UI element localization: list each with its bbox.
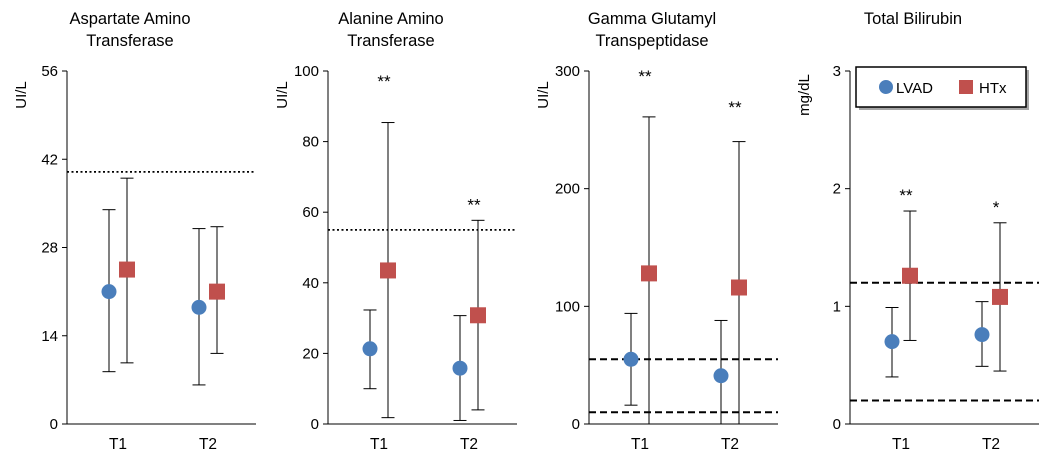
chart-panel-1: Aspartate Amino Transferase UI/L 0 14 28 42 56 T… (0, 0, 261, 456)
lvad-point (884, 334, 900, 350)
htx-point (992, 288, 1008, 305)
chart-panel-3: Gamma Glutamyl Transpeptidase UI/L 0 100 200 3… (522, 0, 783, 456)
y-tick-label: 300 (555, 63, 580, 80)
y-tick-label: 28 (41, 240, 58, 257)
y-tick-label: 20 (302, 345, 319, 362)
y-tick-label: 0 (50, 416, 58, 433)
chart-title: Aspartate Amino (69, 10, 190, 28)
htx-point (641, 265, 657, 282)
x-tick-label: T2 (460, 436, 478, 453)
lvad-point (452, 360, 468, 376)
y-tick-label: 3 (833, 63, 841, 80)
y-tick-label: 0 (833, 416, 841, 433)
y-tick-label: 42 (41, 151, 58, 168)
y-tick-label: 0 (311, 416, 319, 433)
y-tick-label: 200 (555, 181, 580, 198)
chart-panel-2: Alanine Amino Transferase UI/L 0 20 40 60 80 100… (261, 0, 522, 456)
x-tick-label: T1 (370, 436, 388, 453)
y-tick-label: 0 (572, 416, 580, 433)
lvad-point (362, 341, 378, 357)
x-tick-label: T1 (109, 436, 127, 453)
y-tick-label: 40 (302, 275, 319, 292)
lvad-point (623, 351, 639, 367)
y-tick-label: 14 (41, 328, 58, 345)
x-tick-label: T1 (892, 436, 910, 453)
y-tick-label: 100 (555, 298, 580, 315)
y-axis-label: mg/dL (796, 74, 813, 116)
chart-title: Gamma Glutamyl (588, 10, 716, 28)
y-axis-label: UI/L (13, 81, 30, 109)
chart-title: Transferase (347, 32, 434, 50)
htx-point (470, 307, 486, 324)
y-axis-label: UI/L (274, 81, 291, 109)
legend-lvad-label: LVAD (896, 80, 933, 97)
chart-title: Total Bilirubin (864, 10, 962, 28)
chart-svg: Aspartate Amino Transferase UI/L 0 14 28 42 56 T… (13, 10, 256, 453)
y-tick-label: 56 (41, 63, 58, 80)
x-tick-label: T2 (199, 436, 217, 453)
chart-title: Alanine Amino (338, 10, 444, 28)
x-tick-label: T1 (631, 436, 649, 453)
htx-point (731, 279, 747, 296)
lvad-point (101, 284, 117, 300)
y-axis-label: UI/L (535, 81, 552, 109)
legend-htx-marker (959, 80, 973, 94)
chart-title: Transpeptidase (595, 32, 708, 50)
chart-svg: Alanine Amino Transferase UI/L 0 20 40 60 80 100… (274, 10, 517, 453)
htx-point (119, 261, 135, 278)
x-tick-label: T2 (721, 436, 739, 453)
y-tick-label: 100 (294, 63, 319, 80)
legend-box (855, 66, 1027, 108)
htx-point (209, 283, 225, 300)
htx-point (902, 267, 918, 284)
chart-svg: Gamma Glutamyl Transpeptidase UI/L 0 100 200 3… (535, 10, 778, 453)
lvad-point (713, 368, 729, 384)
lvad-point (191, 299, 207, 315)
y-tick-label: 60 (302, 204, 319, 221)
lvad-point (974, 327, 990, 343)
significance-marker: ** (467, 195, 481, 214)
significance-marker: ** (638, 67, 652, 86)
legend: LVAD HTx (855, 66, 1029, 110)
legend-lvad-marker (879, 80, 893, 94)
chart-panel-4: Total Bilirubin mg/dL 0 1 2 3 T1 T2 ** * LVAD HTx (783, 0, 1044, 456)
significance-marker: * (993, 198, 1000, 217)
significance-marker: ** (728, 98, 742, 117)
legend-htx-label: HTx (979, 80, 1007, 97)
chart-title: Transferase (86, 32, 173, 50)
y-tick-label: 2 (833, 181, 841, 198)
significance-marker: ** (899, 186, 913, 205)
significance-marker: ** (377, 72, 391, 91)
x-tick-label: T2 (982, 436, 1000, 453)
htx-point (380, 262, 396, 279)
y-tick-label: 80 (302, 134, 319, 151)
y-tick-label: 1 (833, 298, 841, 315)
